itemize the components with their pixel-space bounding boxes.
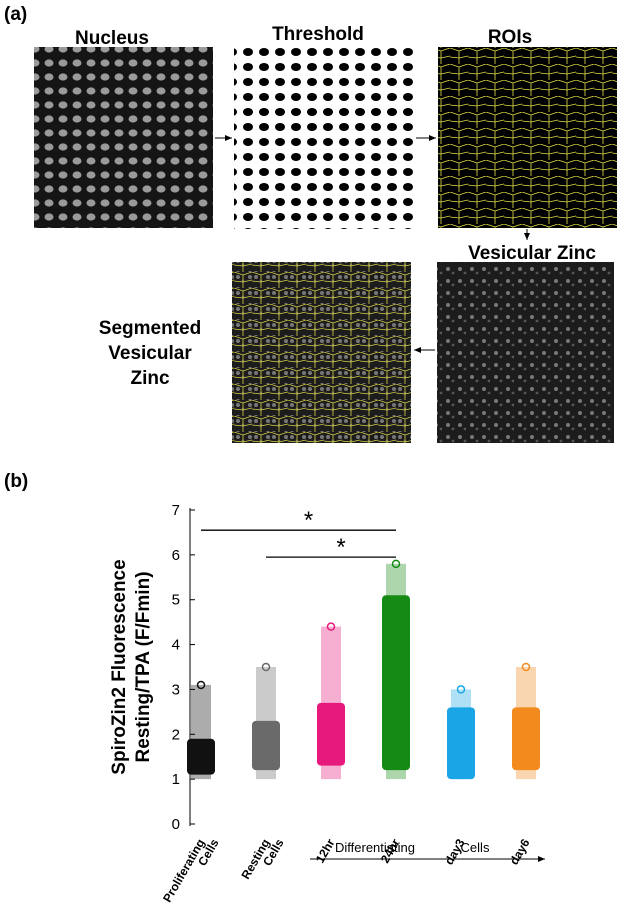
max-point <box>456 685 466 694</box>
group-label: Differentiating <box>335 840 415 855</box>
image <box>232 262 411 443</box>
image <box>438 47 617 228</box>
y-tick-label: 6 <box>172 547 180 564</box>
dense-core <box>317 702 345 766</box>
image-title: Vesicular <box>108 343 192 364</box>
y-tick-label: 5 <box>172 592 180 609</box>
image <box>34 47 213 228</box>
significance-label: * <box>304 507 313 534</box>
y-tick-label: 0 <box>172 816 180 833</box>
group-label: Cells <box>461 840 490 855</box>
max-point <box>196 680 206 690</box>
y-axis-label: SpiroZin2 Fluorescence <box>109 559 130 774</box>
max-point <box>391 559 401 569</box>
image <box>437 262 614 443</box>
y-tick-label: 7 <box>172 502 180 519</box>
y-tick-label: 4 <box>172 637 180 654</box>
panel-label: (b) <box>4 471 28 492</box>
max-point <box>326 622 336 631</box>
dense-core <box>447 707 475 780</box>
x-tick-label: day6 <box>507 836 533 867</box>
image-title: ROIs <box>488 27 532 48</box>
significance-label: * <box>336 534 345 561</box>
y-tick-label: 1 <box>172 771 180 788</box>
image-title: Vesicular Zinc <box>468 243 596 264</box>
dense-core <box>382 595 410 771</box>
max-point <box>521 662 531 672</box>
image-title: Nucleus <box>75 28 149 49</box>
dense-core <box>512 707 540 771</box>
x-tick-label: 12hr <box>313 836 338 865</box>
y-axis-label: Resting/TPA (F/Fmin) <box>133 571 154 762</box>
max-point <box>261 662 271 672</box>
y-tick-label: 2 <box>172 726 180 743</box>
dense-core <box>252 720 280 771</box>
image-title: Zinc <box>130 368 169 389</box>
panel-label: (a) <box>4 4 27 25</box>
image-title: Segmented <box>99 318 201 339</box>
dense-core <box>187 738 215 775</box>
image <box>234 47 413 229</box>
y-tick-label: 3 <box>172 681 180 698</box>
x-tick-label: Proliferating <box>160 837 207 905</box>
image-title: Threshold <box>272 24 364 45</box>
